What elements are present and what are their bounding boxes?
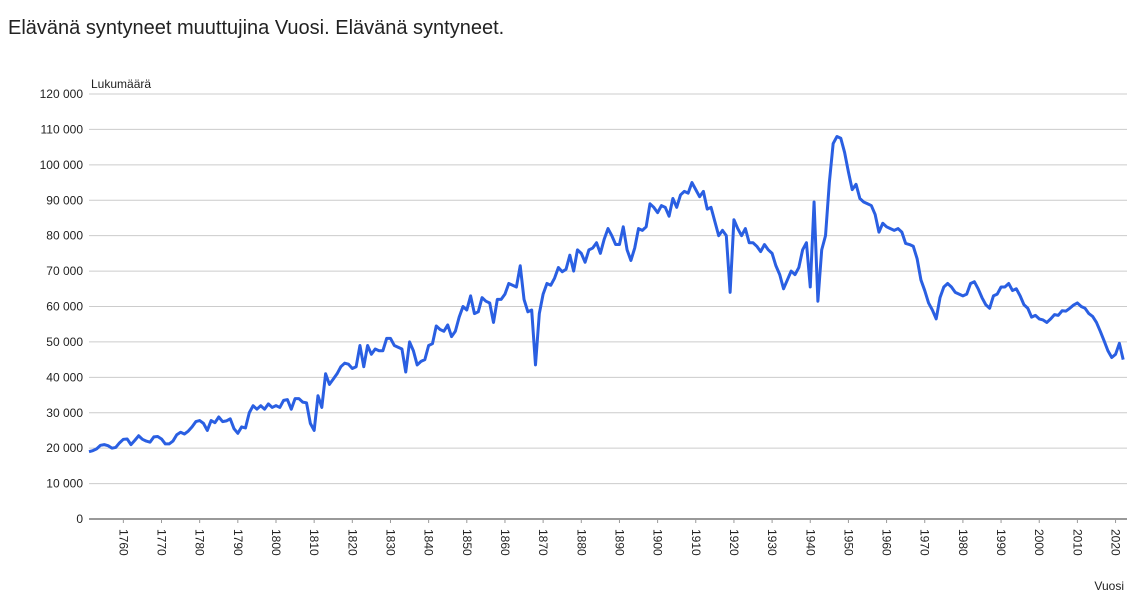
x-tick-label: 1870 (536, 529, 550, 556)
x-tick-label: 1800 (269, 529, 283, 556)
x-tick-label: 1880 (574, 529, 588, 556)
x-tick-label: 1930 (765, 529, 779, 556)
x-tick-label: 1770 (155, 529, 169, 556)
x-tick-label: 2010 (1070, 529, 1084, 556)
chart-title: Elävänä syntyneet muuttujina Vuosi. Eläv… (8, 17, 504, 39)
x-tick-label: 1810 (307, 529, 321, 556)
y-tick-label: 110 000 (41, 122, 84, 136)
x-tick-label: 1890 (612, 529, 626, 556)
x-tick-label: 1920 (727, 529, 741, 556)
y-tick-label: 90 000 (46, 193, 83, 207)
x-tick-label: 1970 (918, 529, 932, 556)
x-tick-label: 1820 (345, 529, 359, 556)
x-tick-label: 1900 (651, 529, 665, 556)
y-tick-label: 60 000 (46, 300, 83, 314)
x-tick-label: 1850 (460, 529, 474, 556)
x-tick-label: 1860 (498, 529, 512, 556)
y-tick-label: 40 000 (46, 370, 83, 384)
x-tick-label: 1950 (841, 529, 855, 556)
x-tick-label: 1790 (231, 529, 245, 556)
x-tick-label: 1910 (689, 529, 703, 556)
y-tick-label: 30 000 (46, 406, 83, 420)
y-axis-label: Lukumäärä (91, 77, 151, 91)
x-axis-label: Vuosi (1094, 579, 1124, 593)
x-tick-label: 1980 (956, 529, 970, 556)
x-tick-label: 1830 (383, 529, 397, 556)
y-tick-label: 50 000 (46, 335, 83, 349)
y-tick-label: 20 000 (46, 441, 83, 455)
data-line (88, 135, 1125, 454)
y-tick-label: 80 000 (46, 229, 83, 243)
y-tick-label: 120 000 (40, 87, 84, 101)
x-tick-label: 1940 (803, 529, 817, 556)
x-tick-label: 2020 (1109, 529, 1123, 556)
y-tick-label: 10 000 (46, 477, 83, 491)
x-tick-label: 1960 (880, 529, 894, 556)
y-tick-label: 0 (76, 512, 83, 526)
x-tick-label: 1840 (422, 529, 436, 556)
x-tick-label: 2000 (1032, 529, 1046, 556)
x-tick-label: 1780 (193, 529, 207, 556)
x-tick-label: 1990 (994, 529, 1008, 556)
y-tick-label: 100 000 (40, 158, 84, 172)
y-tick-label: 70 000 (46, 264, 83, 278)
x-tick-label: 1760 (116, 529, 130, 556)
